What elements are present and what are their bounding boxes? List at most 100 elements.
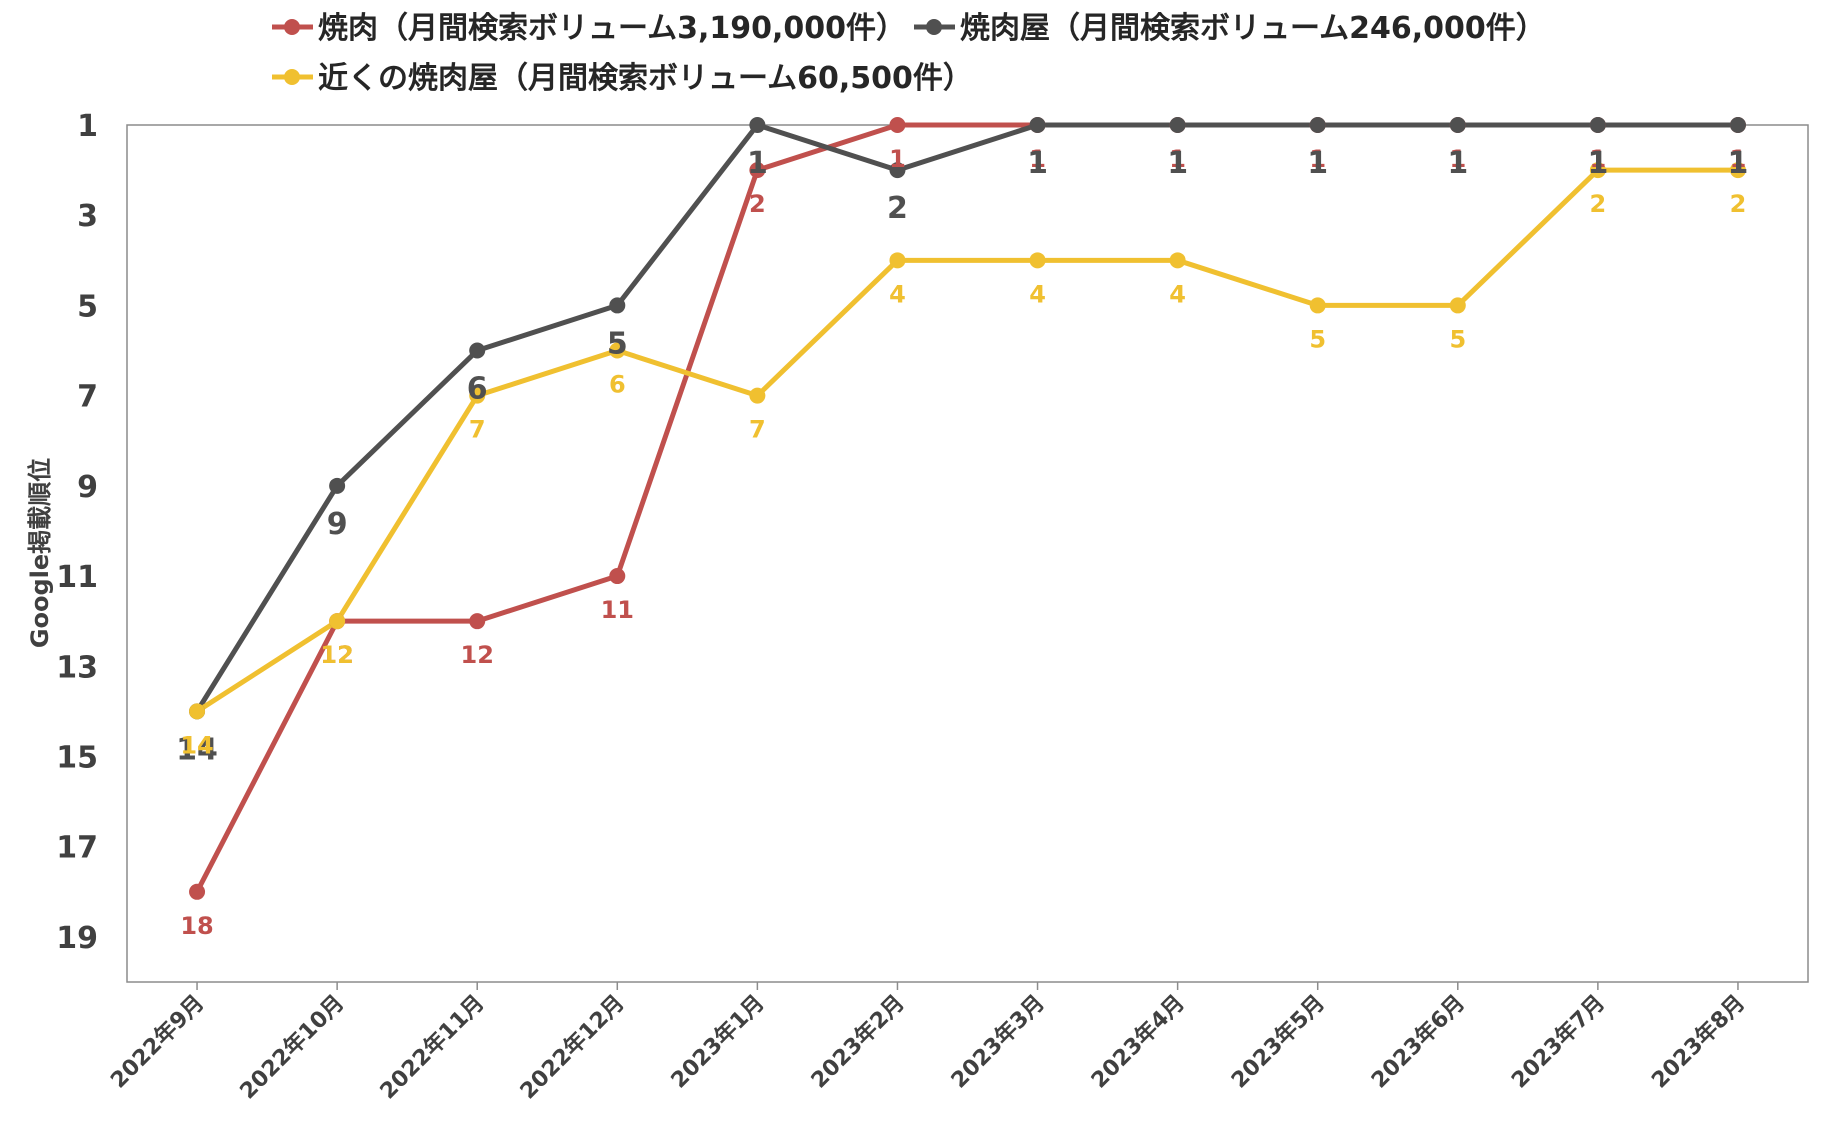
data-label: 1 <box>1590 145 1607 173</box>
data-label: 2 <box>1730 190 1747 218</box>
legend-marker-series-2 <box>926 19 942 35</box>
data-point <box>1309 117 1326 133</box>
legend-item-series-2: 焼肉屋（月間検索ボリューム246,000件） <box>914 11 1546 46</box>
data-point <box>1449 297 1466 314</box>
data-label: 2 <box>749 190 766 218</box>
data-label: 1 <box>747 146 768 181</box>
data-point <box>1449 117 1466 133</box>
y-tick-label: 5 <box>77 289 98 324</box>
data-point <box>889 252 906 269</box>
data-label: 6 <box>467 372 488 407</box>
data-label: 1 <box>1307 146 1328 181</box>
data-label: 5 <box>1449 325 1466 353</box>
y-tick-label: 9 <box>77 470 98 505</box>
data-label: 12 <box>461 641 494 669</box>
data-label: 6 <box>609 371 626 399</box>
legend-marker-series-1 <box>284 19 300 35</box>
data-point <box>469 342 486 359</box>
series-markers <box>189 117 1746 900</box>
data-point <box>1169 252 1186 269</box>
y-tick-label: 7 <box>77 380 98 415</box>
legend-label-series-3: 近くの焼肉屋（月間検索ボリューム60,500件） <box>318 61 973 96</box>
data-point <box>889 117 906 133</box>
data-label: 1 <box>1027 146 1048 181</box>
series-line-1 <box>194 122 1741 895</box>
data-point <box>749 117 766 133</box>
data-point <box>329 477 346 494</box>
data-label: 1 <box>1169 145 1186 173</box>
data-label: 18 <box>180 912 213 940</box>
y-tick-label: 3 <box>77 199 98 234</box>
x-tick-label: 2023年4月 <box>1086 990 1190 1094</box>
series-line-3 <box>194 167 1741 714</box>
data-point <box>329 613 346 630</box>
y-axis-label: Google掲載順位 <box>26 458 54 648</box>
x-tick-label: 2022年11月 <box>375 990 489 1104</box>
data-label: 1 <box>1730 145 1747 173</box>
data-point <box>749 387 766 404</box>
data-point <box>749 162 766 179</box>
y-tick-label: 17 <box>56 831 98 866</box>
data-point <box>1309 297 1326 314</box>
x-tick-label: 2023年8月 <box>1647 990 1751 1094</box>
data-point <box>609 297 626 314</box>
data-label: 1 <box>1587 146 1608 181</box>
data-point <box>1169 117 1186 133</box>
data-label: 4 <box>1169 280 1186 308</box>
data-point <box>1729 162 1746 179</box>
y-tick-label: 15 <box>56 740 98 775</box>
data-label: 5 <box>607 326 628 361</box>
legend: 焼肉（月間検索ボリューム3,190,000件） 焼肉屋（月間検索ボリューム246… <box>272 11 1546 96</box>
data-point <box>1029 117 1046 133</box>
x-tick-label: 2022年12月 <box>515 990 629 1104</box>
data-label: 2 <box>887 191 908 226</box>
data-label: 2 <box>1590 190 1607 218</box>
data-label: 1 <box>1449 145 1466 173</box>
legend-label-series-2: 焼肉屋（月間検索ボリューム246,000件） <box>960 11 1546 46</box>
data-point <box>189 883 206 900</box>
legend-label-series-1: 焼肉（月間検索ボリューム3,190,000件） <box>318 11 906 46</box>
x-tick-label: 2023年5月 <box>1226 990 1330 1094</box>
data-label: 1 <box>1167 146 1188 181</box>
data-label: 1 <box>889 145 906 173</box>
x-tick-label: 2023年2月 <box>806 990 910 1094</box>
x-tick-label: 2023年3月 <box>946 990 1050 1094</box>
legend-item-series-1: 焼肉（月間検索ボリューム3,190,000件） <box>272 11 906 46</box>
data-label: 5 <box>1309 325 1326 353</box>
data-label: 12 <box>320 641 353 669</box>
data-label: 4 <box>889 280 906 308</box>
data-label: 14 <box>176 732 218 767</box>
data-label: 1 <box>1728 146 1749 181</box>
data-label: 4 <box>1029 280 1046 308</box>
data-point <box>469 387 486 404</box>
data-label: 14 <box>180 731 213 759</box>
data-point <box>1029 252 1046 269</box>
data-label: 1 <box>1029 145 1046 173</box>
data-label: 9 <box>327 507 348 542</box>
x-tick-label: 2022年9月 <box>106 990 210 1094</box>
y-tick-label: 1 <box>77 109 98 144</box>
data-label: 1 <box>1447 146 1468 181</box>
series-lines <box>194 122 1741 895</box>
x-tick-label: 2022年10月 <box>235 990 349 1104</box>
y-tick-label: 19 <box>56 921 98 956</box>
series-line-2 <box>194 122 1741 714</box>
data-point <box>1589 117 1606 133</box>
data-label: 7 <box>469 416 486 444</box>
data-point <box>469 613 486 630</box>
y-tick-label: 11 <box>56 560 98 595</box>
y-tick-label: 13 <box>56 650 98 685</box>
data-label: 12 <box>320 641 353 669</box>
data-point <box>609 342 626 359</box>
legend-marker-series-3 <box>284 69 300 85</box>
data-point <box>1589 162 1606 179</box>
data-point <box>189 703 206 720</box>
x-axis-ticks: 2022年9月 2022年10月 2022年11月 2022年12月 2023年1月 20… <box>106 982 1751 1104</box>
x-tick-label: 2023年7月 <box>1506 990 1610 1094</box>
data-label: 11 <box>601 596 634 624</box>
data-point <box>1729 117 1746 133</box>
x-tick-label: 2023年1月 <box>666 990 770 1094</box>
data-label: 1 <box>1309 145 1326 173</box>
